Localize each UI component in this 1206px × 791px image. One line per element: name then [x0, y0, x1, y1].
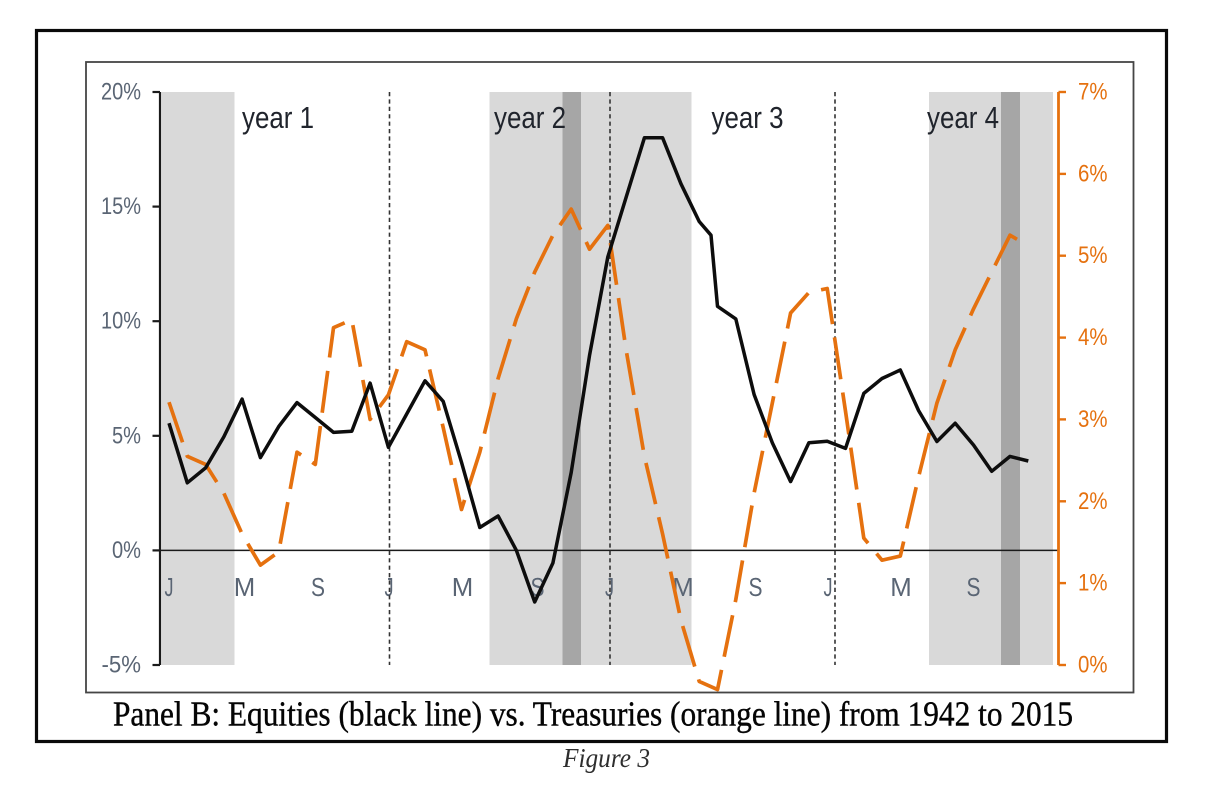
- svg-text:S: S: [531, 572, 545, 602]
- svg-text:0%: 0%: [1078, 652, 1108, 679]
- svg-text:J: J: [385, 572, 394, 602]
- svg-text:10%: 10%: [101, 308, 141, 335]
- svg-text:1%: 1%: [1078, 570, 1108, 597]
- svg-text:S: S: [311, 572, 325, 602]
- svg-text:M: M: [234, 572, 256, 602]
- svg-text:Figure 3: Figure 3: [562, 743, 650, 773]
- svg-text:S: S: [967, 572, 981, 602]
- svg-text:6%: 6%: [1078, 160, 1108, 187]
- svg-text:-5%: -5%: [102, 652, 142, 679]
- svg-text:J: J: [824, 572, 833, 602]
- svg-text:year 1: year 1: [242, 100, 314, 135]
- svg-text:year 4: year 4: [927, 100, 999, 135]
- svg-text:Panel B: Equities (black line): Panel B: Equities (black line) vs. Treas…: [113, 695, 1073, 734]
- svg-text:S: S: [749, 572, 763, 602]
- svg-text:M: M: [890, 572, 912, 602]
- svg-text:15%: 15%: [101, 193, 141, 220]
- svg-text:J: J: [605, 572, 614, 602]
- svg-text:5%: 5%: [1078, 242, 1108, 269]
- svg-text:M: M: [452, 572, 474, 602]
- svg-text:4%: 4%: [1078, 324, 1108, 351]
- svg-text:2%: 2%: [1078, 488, 1108, 515]
- svg-text:20%: 20%: [101, 79, 141, 106]
- svg-text:year 2: year 2: [494, 100, 566, 135]
- svg-text:J: J: [165, 572, 174, 602]
- svg-text:year 3: year 3: [712, 100, 784, 135]
- svg-text:7%: 7%: [1078, 79, 1108, 106]
- svg-text:M: M: [672, 572, 694, 602]
- svg-text:3%: 3%: [1078, 406, 1108, 433]
- svg-text:0%: 0%: [112, 537, 141, 564]
- svg-text:5%: 5%: [112, 422, 141, 449]
